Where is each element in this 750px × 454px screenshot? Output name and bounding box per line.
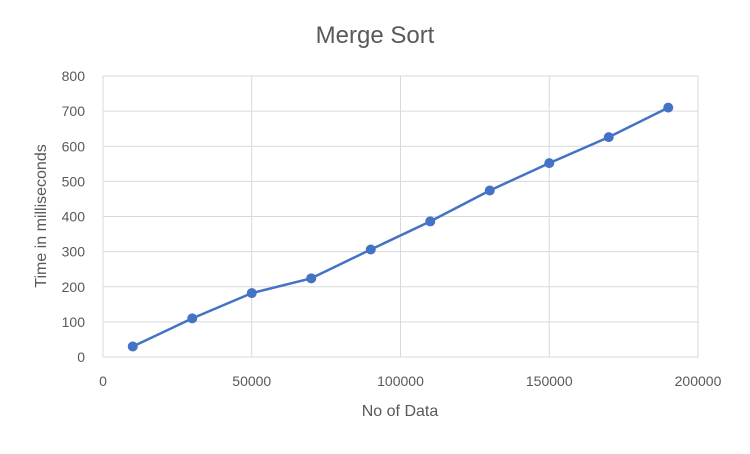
y-tick-label: 0 bbox=[77, 349, 85, 365]
y-tick-label: 500 bbox=[62, 173, 86, 189]
y-tick-label: 600 bbox=[62, 138, 86, 154]
y-tick-label: 400 bbox=[62, 209, 86, 225]
y-tick-label: 200 bbox=[62, 279, 86, 295]
y-tick-label: 300 bbox=[62, 244, 86, 260]
data-point bbox=[663, 102, 674, 113]
data-point bbox=[484, 185, 495, 196]
data-point bbox=[127, 341, 138, 352]
data-point bbox=[306, 273, 317, 284]
series-line bbox=[132, 106, 669, 348]
data-point bbox=[246, 288, 257, 299]
data-point bbox=[187, 313, 198, 324]
x-tick-label: 200000 bbox=[675, 373, 722, 389]
data-point bbox=[425, 216, 436, 227]
gridlines bbox=[102, 75, 699, 358]
y-axis-label: Time in milliseconds bbox=[33, 144, 50, 287]
y-tick-label: 100 bbox=[62, 314, 86, 330]
x-tick-label: 50000 bbox=[232, 373, 271, 389]
x-tick-label: 100000 bbox=[377, 373, 424, 389]
tick-labels: 0 100 200 300 400 500 600 700 800 0 50000 100000 150… bbox=[62, 68, 722, 389]
y-tick-label: 800 bbox=[62, 68, 86, 84]
data-series bbox=[127, 102, 674, 352]
data-point bbox=[365, 244, 376, 255]
x-tick-label: 150000 bbox=[526, 373, 573, 389]
x-axis-label: No of Data bbox=[362, 403, 439, 420]
data-point bbox=[603, 132, 614, 143]
y-tick-label: 700 bbox=[62, 103, 86, 119]
chart-title: Merge Sort bbox=[316, 22, 435, 49]
data-point bbox=[544, 158, 555, 169]
x-tick-label: 0 bbox=[99, 373, 107, 389]
